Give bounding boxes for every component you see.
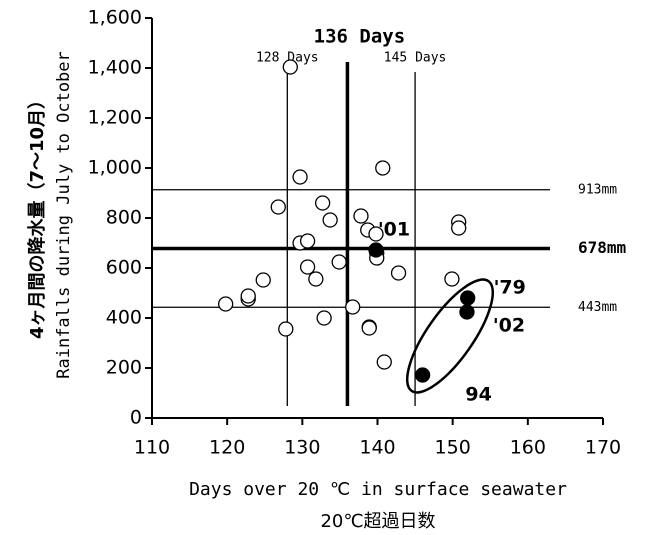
x-tick-label: 140	[359, 437, 395, 459]
x-tick-label: 170	[585, 437, 621, 459]
reference-hline-label: 913mm	[578, 182, 617, 197]
x-axis-label-ja: 20℃超過日数	[320, 511, 435, 532]
y-tick-label: 1,200	[88, 107, 142, 129]
data-point	[331, 254, 347, 270]
data-point	[376, 354, 392, 370]
data-point	[361, 320, 377, 336]
reference-hline-label: 678mm	[578, 238, 627, 257]
point-label: '02	[493, 315, 525, 337]
y-tick-label: 1,400	[88, 57, 142, 79]
reference-vline-label: 145 Days	[384, 51, 447, 66]
highlight-ellipse	[405, 278, 495, 394]
data-point	[316, 310, 332, 326]
y-tick-label: 200	[106, 357, 142, 379]
x-tick-label: 120	[209, 437, 245, 459]
data-point	[292, 169, 308, 185]
data-point	[314, 195, 331, 211]
y-axis-label-ja: 4ヶ月間の降水量（7～10月）	[26, 91, 48, 339]
data-point	[255, 272, 271, 288]
reference-vline-label: 128 Days	[256, 51, 319, 66]
data-point	[282, 59, 298, 75]
x-tick-label: 150	[435, 437, 471, 459]
data-point	[218, 296, 234, 312]
point-label: '01	[378, 219, 410, 241]
y-tick-label: 0	[130, 407, 142, 429]
data-point	[451, 220, 467, 236]
data-point	[322, 212, 338, 228]
data-point	[299, 259, 316, 275]
x-axis-label: Days over 20 ℃ in surface seawater	[189, 479, 567, 500]
y-axis-label: Rainfalls during July to October	[54, 51, 74, 379]
data-point	[375, 160, 391, 176]
data-point	[444, 271, 460, 287]
data-point	[460, 290, 476, 306]
y-tick-label: 800	[106, 207, 142, 229]
data-point	[414, 367, 431, 383]
data-point	[240, 288, 256, 304]
data-point	[308, 271, 324, 287]
data-point	[459, 304, 475, 320]
y-tick-label: 1,600	[88, 7, 142, 29]
y-tick-label: 400	[106, 307, 142, 329]
point-label: 94	[465, 384, 491, 406]
y-tick-label: 600	[106, 257, 142, 279]
data-point	[299, 233, 316, 249]
x-tick-label: 130	[284, 437, 320, 459]
data-point	[368, 226, 384, 242]
point-label: '79	[494, 277, 526, 299]
reference-vline-label: 136 Days	[314, 26, 406, 48]
data-point	[368, 242, 384, 258]
data-point	[390, 265, 407, 281]
y-tick-label: 1,000	[88, 157, 142, 179]
data-point	[353, 208, 369, 224]
data-point	[270, 199, 286, 215]
data-point	[278, 321, 294, 337]
data-point	[345, 299, 361, 315]
reference-hline-label: 443mm	[578, 300, 617, 315]
x-tick-label: 110	[134, 437, 170, 459]
x-tick-label: 160	[510, 437, 546, 459]
